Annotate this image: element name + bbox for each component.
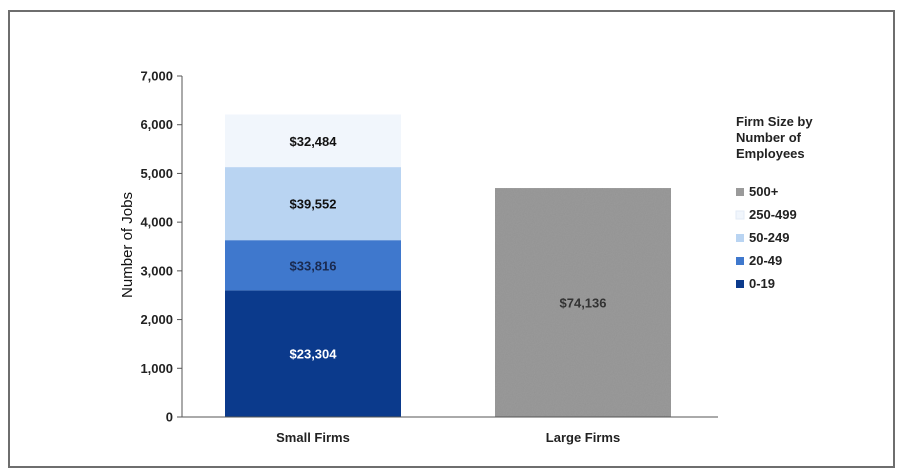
bar-segment-500plus bbox=[495, 188, 671, 417]
y-axis-label: Number of Jobs bbox=[119, 192, 136, 298]
x-tick-label: Small Firms bbox=[276, 430, 350, 445]
data-label: $32,484 bbox=[290, 134, 338, 149]
y-tick-label: 4,000 bbox=[140, 215, 173, 230]
y-tick-label: 3,000 bbox=[140, 263, 173, 278]
legend-item-label: 500+ bbox=[749, 184, 779, 199]
chart-frame bbox=[8, 10, 895, 468]
legend-swatch bbox=[736, 257, 744, 265]
bar-segment-250-499 bbox=[225, 114, 401, 168]
y-tick-label: 6,000 bbox=[140, 117, 173, 132]
legend-title: Number of bbox=[736, 130, 802, 145]
legend-item-label: 20-49 bbox=[749, 253, 782, 268]
legend-swatch bbox=[736, 280, 744, 288]
y-tick-label: 5,000 bbox=[140, 166, 173, 181]
bar-segment-50-249 bbox=[225, 167, 401, 241]
legend-swatch bbox=[736, 234, 744, 242]
data-label: $23,304 bbox=[290, 347, 338, 362]
legend-title: Firm Size by bbox=[736, 114, 813, 129]
legend-swatch bbox=[735, 210, 745, 220]
bar-segment-0-19 bbox=[225, 290, 401, 417]
legend-title: Employees bbox=[736, 146, 805, 161]
bar-segment-20-49 bbox=[225, 240, 401, 291]
legend-swatch bbox=[736, 188, 744, 196]
data-label: $74,136 bbox=[560, 296, 607, 311]
data-label: $33,816 bbox=[290, 258, 337, 273]
data-label: $39,552 bbox=[290, 197, 337, 212]
y-tick-label: 7,000 bbox=[140, 69, 173, 84]
y-tick-label: 2,000 bbox=[140, 312, 173, 327]
legend-item-label: 50-249 bbox=[749, 230, 789, 245]
legend-item-label: 0-19 bbox=[749, 276, 775, 291]
x-tick-label: Large Firms bbox=[546, 430, 620, 445]
y-tick-label: 1,000 bbox=[140, 361, 173, 376]
legend-item-label: 250-499 bbox=[749, 207, 797, 222]
y-tick-label: 0 bbox=[166, 410, 173, 425]
